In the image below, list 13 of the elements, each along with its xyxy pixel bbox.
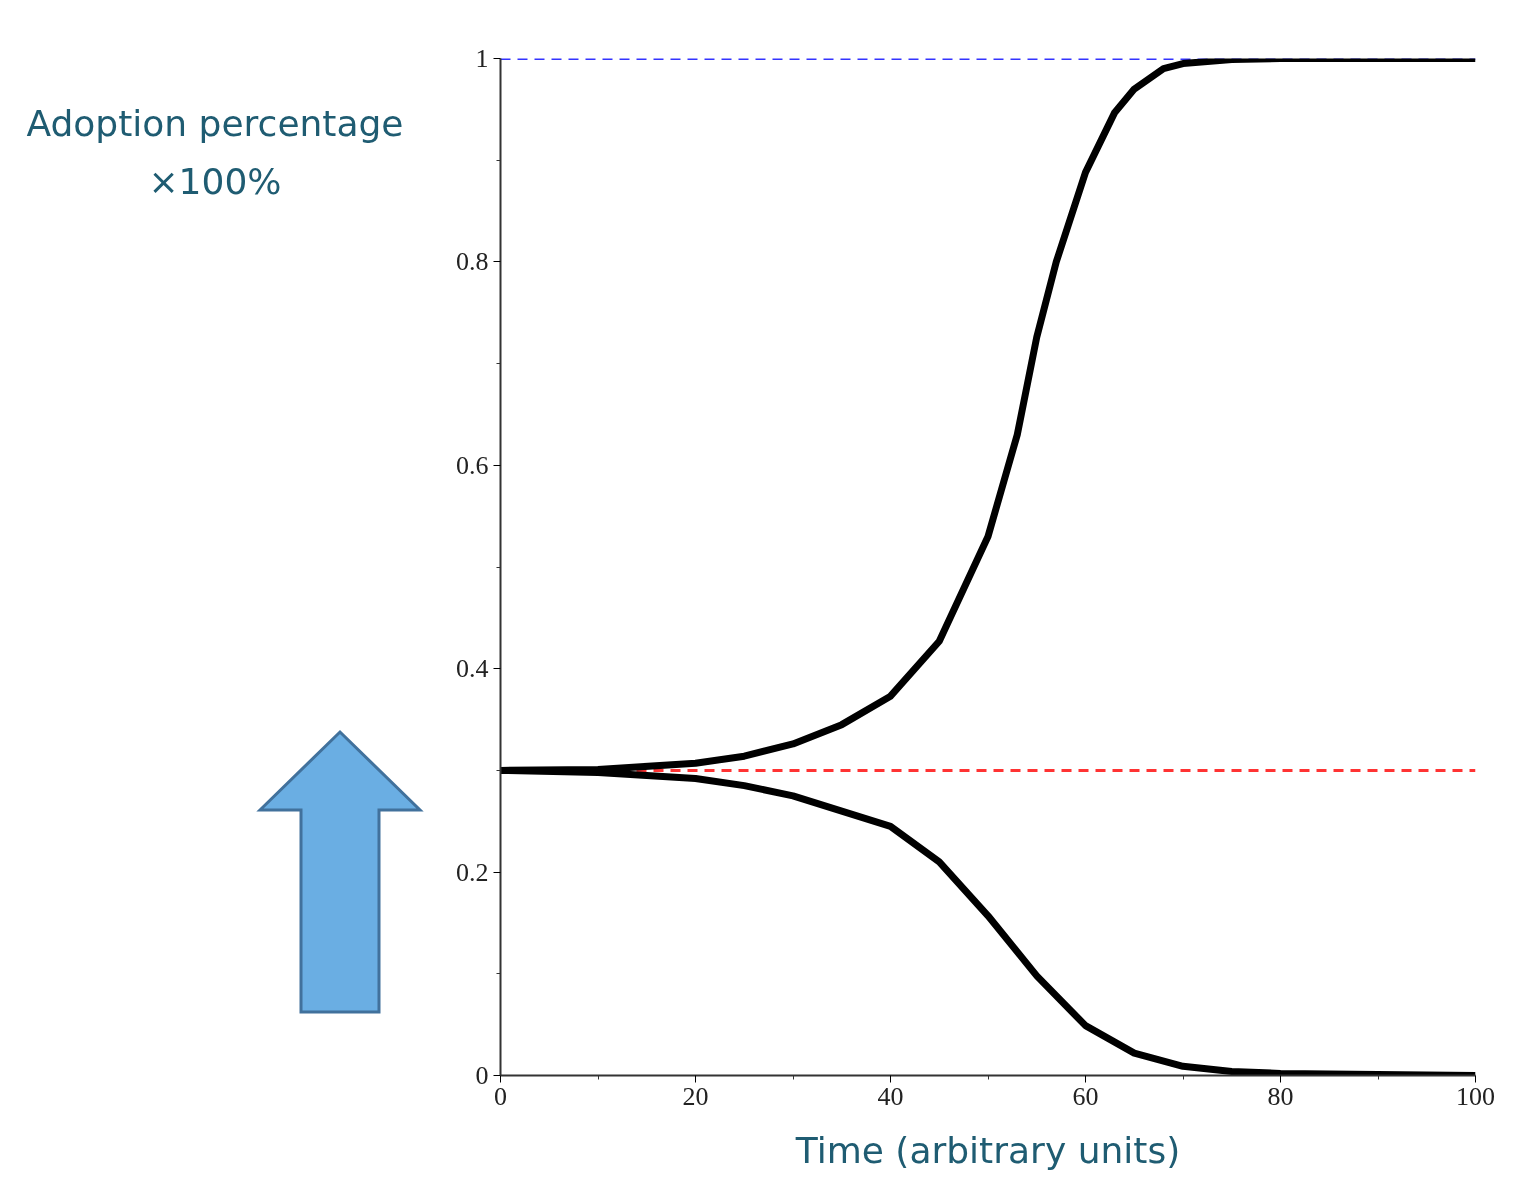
y-axis-title: Adoption percentage ×100% [25,102,405,204]
x-axis-title: Time (arbitrary units) [794,1129,1181,1171]
x-tick-label: 80 [1267,1081,1294,1111]
x-tick-label: 20 [682,1081,709,1111]
x-tick-label: 40 [877,1081,904,1111]
y-tick-label: 0.4 [456,654,489,684]
y-tick-label: 0.8 [456,247,489,277]
y-tick-label: 0.2 [456,857,489,887]
y-tick-label: 0.6 [456,450,489,480]
x-tick-label: 100 [1456,1081,1495,1111]
x-tick-label: 60 [1072,1081,1099,1111]
y-tick-label: 0 [475,1061,489,1090]
y-tick-label: 1 [475,44,489,73]
